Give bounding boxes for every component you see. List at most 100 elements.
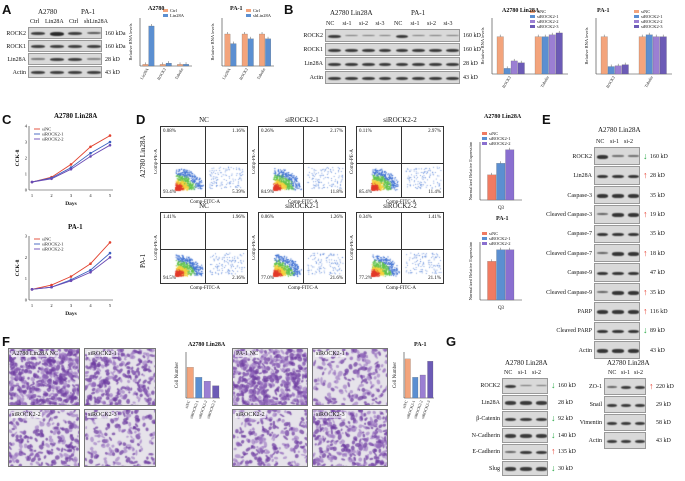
protein-band xyxy=(504,450,517,453)
legend-swatch xyxy=(482,137,487,140)
blot-mw-label: 18 kD xyxy=(650,250,665,257)
quadrant-q2: 1.96% xyxy=(232,215,245,220)
category-label: Lin28A xyxy=(139,67,150,80)
legend-swatch xyxy=(482,132,487,135)
protein-band xyxy=(395,34,409,38)
protein-band xyxy=(504,401,517,405)
protein-band xyxy=(520,401,532,405)
quadrant-q4: 77.0% xyxy=(261,276,274,281)
protein-band xyxy=(49,58,64,62)
protein-band xyxy=(627,349,639,353)
protein-band xyxy=(596,155,609,159)
protein-band xyxy=(344,48,358,52)
protein-band xyxy=(344,62,358,66)
y-axis-label: Cell Number xyxy=(393,362,398,388)
blot-strip xyxy=(604,396,646,413)
protein-band xyxy=(620,403,632,407)
protein-band xyxy=(520,450,532,455)
blot-strip xyxy=(28,66,102,78)
protein-band xyxy=(612,290,624,295)
protein-band xyxy=(627,193,639,198)
transwell-cells xyxy=(233,410,307,466)
legend-label: siROCK2-1 xyxy=(489,136,511,141)
transwell-cells xyxy=(313,349,387,405)
blot-row-label: Lin28A xyxy=(573,173,592,180)
category-label: siROCK2-1 xyxy=(188,400,199,420)
x-tick-label: 2 xyxy=(50,193,52,198)
e-title: A2780 Lin28A xyxy=(598,126,641,134)
bar-siROCK2-3-ROCK2 xyxy=(517,62,525,75)
bar-siROCK2-2-Q3 xyxy=(505,149,515,201)
blot-row-label: Lin28A xyxy=(7,56,26,63)
legend-swatch xyxy=(530,20,535,23)
quadrant-q2: 1.41% xyxy=(428,215,441,220)
protein-band xyxy=(378,76,392,80)
blot-strip xyxy=(594,205,640,224)
data-point xyxy=(108,143,112,147)
data-point xyxy=(108,251,112,255)
bar-siNC-Tubulin xyxy=(638,36,646,75)
protein-band xyxy=(535,467,547,471)
blot-mw-label: 160 kD xyxy=(463,33,481,39)
protein-band xyxy=(627,310,639,314)
protein-band xyxy=(429,62,443,66)
legend-label: siROCK2-2 xyxy=(489,141,511,146)
protein-band xyxy=(627,213,639,217)
blot-strip xyxy=(594,282,640,302)
facs-scatter xyxy=(161,213,247,283)
facs-x-axis-label: Comp-FITC-A xyxy=(386,200,416,205)
protein-band xyxy=(361,76,375,80)
protein-band xyxy=(395,48,409,52)
blot-mw-label: 58 kD xyxy=(656,420,671,426)
blot-row-label: Caspase-7 xyxy=(567,231,592,238)
quadrant-q3: 11.4% xyxy=(428,190,441,195)
blot-strip xyxy=(604,378,646,395)
facs-y-axis-label: Comp-PE-A xyxy=(154,235,159,260)
arrow-up-icon: ↑ xyxy=(643,286,648,297)
protein-band xyxy=(49,45,64,49)
data-point xyxy=(50,177,53,181)
bar-siROCK2-2-ROCK2 xyxy=(510,60,518,75)
data-point xyxy=(69,163,73,166)
blot-mw-label: 35 kD xyxy=(650,289,665,296)
bar-siROCK2-2-ROCK2 xyxy=(614,65,622,75)
series-line-siROCK2-1 xyxy=(31,141,111,183)
quadrant-q1: 1.41% xyxy=(163,215,176,220)
x-tick-label: 3 xyxy=(70,193,73,198)
protein-band xyxy=(361,62,375,66)
a-lane-4: shLin28A xyxy=(84,19,108,25)
series-line-siROCK2-1 xyxy=(31,252,111,290)
protein-band xyxy=(620,439,632,443)
data-point xyxy=(30,288,34,291)
data-point xyxy=(89,262,92,266)
protein-band xyxy=(596,232,609,237)
blot-row-label: Cleaved PARP xyxy=(556,328,592,335)
legend-swatch xyxy=(246,14,251,17)
protein-band xyxy=(446,34,459,36)
protein-band xyxy=(627,271,639,276)
protein-band xyxy=(49,32,64,36)
facs-title: NC xyxy=(199,116,209,124)
y-tick-label: 4 xyxy=(25,124,28,129)
blot-strip xyxy=(594,263,640,282)
category-label: siROCK2-2 xyxy=(197,400,208,420)
bar-siROCK2-2 xyxy=(203,381,211,399)
quadrant-q2: 1.26% xyxy=(330,215,343,220)
b-lane-label: NC xyxy=(326,21,335,27)
a-cellline-2: PA-1 xyxy=(81,8,96,16)
f-bar-a2780-title: A2780 Lin28A xyxy=(188,342,226,348)
blot-strip xyxy=(502,427,548,443)
g-lane-label-right: NC xyxy=(608,370,617,376)
category-label: Tubulin xyxy=(539,75,550,88)
c-bottom-title: PA-1 xyxy=(68,223,83,231)
y-tick-label: 2 xyxy=(25,255,27,260)
b-lane-label: si-2 xyxy=(359,21,368,27)
facs-y-axis-label: Comp-PE-A xyxy=(252,235,257,260)
quadrant-q4: 93.4% xyxy=(163,190,176,195)
f-bar-pa1-title: PA-1 xyxy=(414,342,427,348)
protein-band xyxy=(627,155,639,157)
